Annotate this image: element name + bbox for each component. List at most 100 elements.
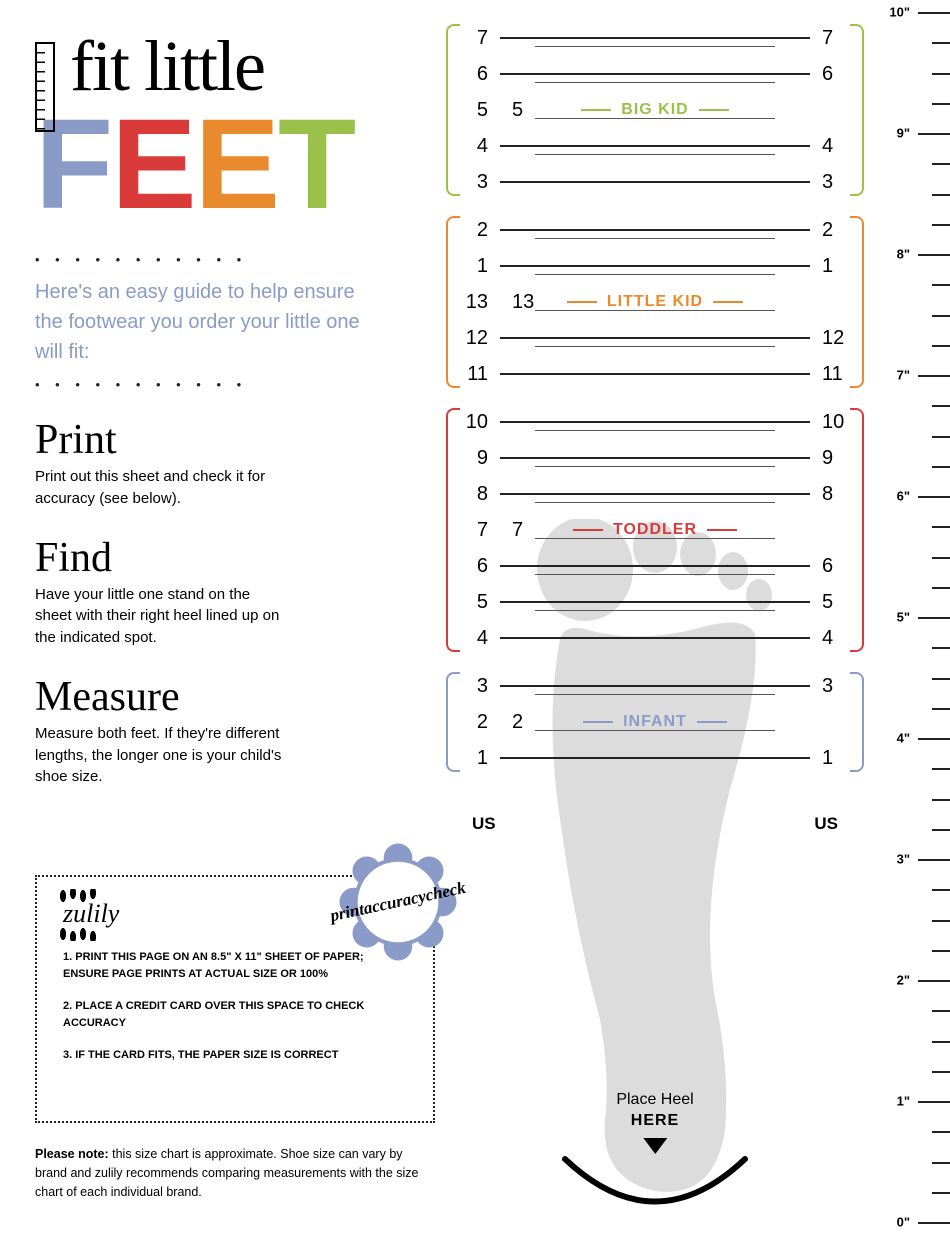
size-num: 9 [810, 447, 860, 470]
step-text: Print out this sheet and check it for ac… [35, 466, 285, 510]
size-num: 6 [450, 555, 500, 578]
step-title: Find [35, 534, 405, 582]
heel-line1: Place Heel [616, 1090, 693, 1111]
size-num: 12 [810, 327, 860, 350]
size-num: 3 [450, 675, 500, 698]
ruler-icon [35, 42, 55, 132]
ruler-tick-minor [932, 1071, 950, 1073]
dots-top: • • • • • • • • • • • [35, 252, 405, 267]
size-line [500, 637, 810, 639]
ruler-label: 0" [897, 1215, 910, 1230]
left-column: fit little FEET • • • • • • • • • • • He… [35, 30, 405, 788]
size-row: 55 [450, 592, 860, 612]
step: MeasureMeasure both feet. If they're dif… [35, 673, 405, 788]
size-row: 66 [450, 64, 860, 84]
size-num: 9 [450, 447, 500, 470]
heel-instruction: Place Heel HERE [616, 1090, 693, 1154]
size-row: 1111 [450, 364, 860, 384]
title-letter: T [278, 107, 354, 222]
size-row: 2INFANT2 [450, 712, 860, 732]
size-line [500, 181, 810, 183]
ruler-tick-minor [932, 315, 950, 317]
ruler-label: 10" [889, 5, 910, 20]
ruler-tick-major [918, 1101, 950, 1103]
size-line [500, 373, 810, 375]
ruler-tick-minor [932, 224, 950, 226]
size-num: 1 [450, 255, 500, 278]
title-feet: FEET [35, 107, 405, 222]
step-title: Print [35, 416, 405, 464]
size-line [500, 757, 810, 759]
size-line-minor [535, 118, 775, 119]
ruler-tick-minor [932, 889, 950, 891]
ruler-label: 7" [897, 368, 910, 383]
size-line-minor [535, 730, 775, 731]
size-num: 3 [810, 171, 860, 194]
ruler-tick-major [918, 496, 950, 498]
size-num: 5 [810, 591, 860, 614]
step: PrintPrint out this sheet and check it f… [35, 416, 405, 510]
zulily-brand: zulily [63, 899, 407, 929]
size-row: 13LITTLE KID13 [450, 292, 860, 312]
intro-text: Here's an easy guide to help ensure the … [35, 277, 365, 367]
size-line [500, 565, 810, 567]
size-num: 8 [810, 483, 860, 506]
section-label: INFANT [450, 713, 860, 731]
steps: PrintPrint out this sheet and check it f… [35, 416, 405, 788]
size-num: 1 [810, 255, 860, 278]
size-line-minor [535, 346, 775, 347]
step: FindHave your little one stand on the sh… [35, 534, 405, 649]
size-line [500, 37, 810, 39]
intro-block: • • • • • • • • • • • Here's an easy gui… [35, 252, 405, 392]
ruler-tick-minor [932, 647, 950, 649]
size-line-minor [535, 82, 775, 83]
ruler-label: 8" [897, 247, 910, 262]
ruler-tick-major [918, 738, 950, 740]
size-row: 66 [450, 556, 860, 576]
size-row: 44 [450, 136, 860, 156]
ruler-label: 1" [897, 1094, 910, 1109]
ruler-tick-major [918, 133, 950, 135]
size-num: 3 [810, 675, 860, 698]
size-line-minor [535, 574, 775, 575]
ruler-tick-minor [932, 1162, 950, 1164]
size-num: 6 [810, 555, 860, 578]
size-num: 10 [450, 411, 500, 434]
ruler-tick-minor [932, 557, 950, 559]
size-num: 7 [810, 27, 860, 50]
size-section: 77665BIG KID54433 [450, 24, 860, 196]
size-line-minor [535, 694, 775, 695]
size-line [500, 601, 810, 603]
size-line-minor [535, 154, 775, 155]
size-line-minor [535, 274, 775, 275]
ruler-tick-minor [932, 768, 950, 770]
ruler-tick-minor [932, 466, 950, 468]
ruler-tick-minor [932, 1041, 950, 1043]
size-row: 77 [450, 28, 860, 48]
size-row: 99 [450, 448, 860, 468]
size-line [500, 421, 810, 423]
size-line [500, 229, 810, 231]
size-line-minor [535, 610, 775, 611]
ruler-tick-minor [932, 587, 950, 589]
size-line-minor [535, 538, 775, 539]
heel-arc-icon [560, 1154, 750, 1214]
title-top: fit little [70, 30, 405, 102]
size-num: 4 [810, 627, 860, 650]
ruler-tick-minor [932, 799, 950, 801]
size-line [500, 337, 810, 339]
size-num: 2 [450, 219, 500, 242]
ruler-tick-minor [932, 920, 950, 922]
section-label: TODDLER [450, 521, 860, 539]
down-arrow-icon [643, 1138, 667, 1154]
size-line [500, 265, 810, 267]
size-num: 11 [450, 363, 500, 386]
title-letter: E [195, 107, 278, 222]
footnote-bold: Please note: [35, 1147, 109, 1161]
ruler-label: 3" [897, 852, 910, 867]
ruler-tick-major [918, 375, 950, 377]
title-letter: E [111, 107, 194, 222]
ruler-tick-minor [932, 73, 950, 75]
step-text: Measure both feet. If they're different … [35, 723, 285, 788]
size-num: 4 [810, 135, 860, 158]
